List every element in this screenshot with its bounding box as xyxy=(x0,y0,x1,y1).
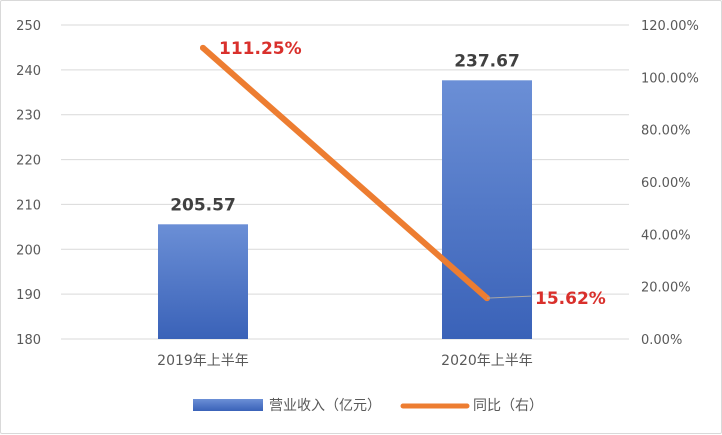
right-tick-label: 80.00% xyxy=(641,124,691,139)
left-tick-label: 210 xyxy=(16,198,41,213)
line-series-path xyxy=(200,44,490,302)
right-tick-label: 100.00% xyxy=(641,71,699,86)
bar xyxy=(158,224,248,339)
left-tick-label: 240 xyxy=(16,64,41,79)
left-tick-label: 190 xyxy=(16,288,41,303)
category-label: 2020年上半年 xyxy=(441,353,533,369)
line-point xyxy=(200,44,206,51)
right-axis: 0.00% 20.00% 40.00% 60.00% 80.00% 100.00% 120.… xyxy=(641,19,699,348)
line-data-label: 15.62% xyxy=(535,289,606,309)
bar-data-label: 237.67 xyxy=(454,51,520,71)
right-tick-label: 60.00% xyxy=(641,176,691,191)
legend-bar-swatch xyxy=(193,399,263,411)
line-data-label: 111.25% xyxy=(219,39,302,59)
left-tick-label: 200 xyxy=(16,243,41,258)
legend-line-label: 同比（右） xyxy=(473,398,543,414)
leader-line xyxy=(486,295,532,299)
gridlines xyxy=(61,24,629,340)
left-tick-label: 230 xyxy=(16,109,41,124)
left-tick-label: 180 xyxy=(16,333,41,348)
right-tick-label: 0.00% xyxy=(641,333,682,348)
left-tick-label: 220 xyxy=(16,154,41,169)
left-axis: 180 190 200 210 220 230 240 250 xyxy=(16,19,41,348)
category-axis: 2019年上半年 2020年上半年 xyxy=(157,353,533,369)
category-label: 2019年上半年 xyxy=(157,353,249,369)
right-tick-label: 120.00% xyxy=(641,19,699,34)
bar-series: 205.57 237.67 xyxy=(158,51,532,339)
line-series: 111.25% 15.62% xyxy=(200,39,606,309)
bar-data-label: 205.57 xyxy=(170,195,236,215)
legend-bar-label: 营业收入（亿元） xyxy=(269,398,381,414)
right-tick-label: 20.00% xyxy=(641,281,691,296)
left-tick-label: 250 xyxy=(16,19,41,34)
legend: 营业收入（亿元） 同比（右） xyxy=(193,398,543,414)
right-tick-label: 40.00% xyxy=(641,228,691,243)
